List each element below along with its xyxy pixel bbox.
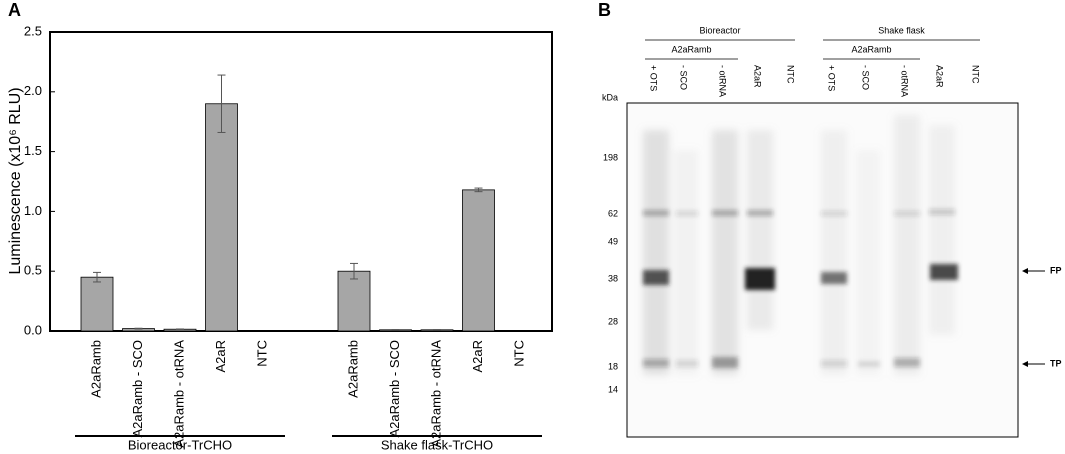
x-tick-label: A2aR xyxy=(213,340,228,373)
x-tick-label: A2aRamb xyxy=(345,340,360,398)
arrow-label: TP xyxy=(1050,358,1062,368)
y-tick-label: 2.5 xyxy=(24,23,42,38)
group-label: Shake flask xyxy=(878,25,925,35)
bar xyxy=(503,330,537,332)
group-label: Bioreactor xyxy=(699,25,740,35)
x-tick-label: NTC xyxy=(254,340,269,367)
lane-label: NTC xyxy=(786,65,796,84)
lane-label: NTC xyxy=(971,65,981,84)
lane-label: A2aR xyxy=(935,65,945,88)
bar xyxy=(205,103,238,332)
y-tick-label: 0.0 xyxy=(24,322,42,337)
subgroup-label: A2aRamb xyxy=(851,44,891,54)
lane-label: - otRNA xyxy=(718,65,728,97)
marker-label: 18 xyxy=(608,361,618,371)
bar xyxy=(80,276,114,332)
panel-label: A xyxy=(8,0,21,20)
x-tick-label: A2aRamb - SCO xyxy=(387,340,402,438)
plot-frame xyxy=(49,31,553,332)
marker-label: 62 xyxy=(608,208,618,218)
panel-label: B xyxy=(598,0,611,20)
marker-label: 38 xyxy=(608,273,618,283)
bar xyxy=(337,270,371,332)
arrow-label: FP xyxy=(1050,265,1062,275)
lane-label: - SCO xyxy=(861,65,871,90)
bar xyxy=(462,189,495,332)
lane-label: + OTS xyxy=(827,65,837,91)
lane-label: - otRNA xyxy=(900,65,910,97)
y-tick-label: 0.5 xyxy=(24,263,42,278)
y-axis-label: Luminescence (x10⁶ RLU) xyxy=(7,87,24,274)
subgroup-label: A2aRamb xyxy=(671,44,711,54)
marker-label: 49 xyxy=(608,236,618,246)
lane-label: - SCO xyxy=(679,65,689,90)
group-label: Shake flask-TrCHO xyxy=(381,437,493,452)
group-label: Bioreactor-TrCHO xyxy=(128,437,232,452)
x-tick-label: A2aRamb xyxy=(88,340,103,398)
x-tick-label: A2aR xyxy=(470,340,485,373)
marker-label: 28 xyxy=(608,316,618,326)
y-tick-label: 1.0 xyxy=(24,203,42,218)
marker-label: 198 xyxy=(603,152,618,162)
x-tick-label: NTC xyxy=(511,340,526,367)
marker-label: 14 xyxy=(608,384,618,394)
lane-label: + OTS xyxy=(649,65,659,91)
y-tick-label: 2.0 xyxy=(24,83,42,98)
bar xyxy=(246,330,280,332)
y-tick-label: 1.5 xyxy=(24,143,42,158)
gel-image xyxy=(626,102,1045,438)
x-tick-label: A2aRamb - otRNA xyxy=(171,340,186,448)
lane-label: A2aR xyxy=(753,65,763,88)
x-tick-label: A2aRamb - SCO xyxy=(130,340,145,438)
unit-label: kDa xyxy=(602,92,618,102)
x-tick-label: A2aRamb - otRNA xyxy=(428,340,443,448)
